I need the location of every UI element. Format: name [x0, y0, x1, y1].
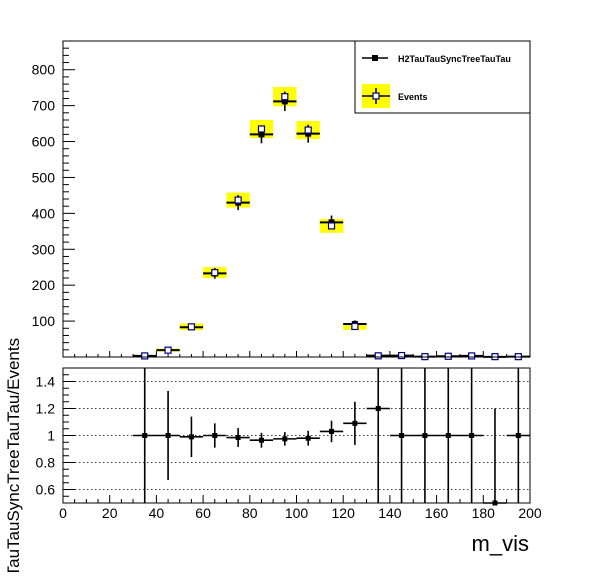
events-data-point	[374, 352, 382, 360]
ratio-y-tick-label: 0.6	[36, 482, 56, 498]
events-data-point	[141, 352, 149, 360]
legend-series-2-marker	[372, 92, 380, 100]
ratio-x-tick-label: 20	[102, 505, 118, 521]
ratio-data-point	[445, 433, 451, 438]
ratio-x-tick-label: 180	[472, 505, 496, 521]
ratio-data-point	[375, 406, 381, 411]
ratio-data-point	[352, 420, 358, 426]
ratio-x-tick-label: 160	[425, 505, 449, 521]
main-y-tick-label: 100	[32, 313, 56, 329]
ratio-data-point	[329, 428, 335, 434]
main-y-tick-label: 300	[32, 241, 56, 257]
legend: H2TauTauSyncTreeTauTau Events	[354, 40, 531, 114]
ratio-y-axis-title: H2TauTauSyncTreeTauTau/Events	[4, 338, 23, 572]
events-data-point	[211, 269, 219, 277]
ratio-x-tick-label: 40	[149, 505, 165, 521]
mc-data-point	[281, 98, 288, 105]
ratio-data-point	[142, 433, 148, 438]
ratio-x-tick-label: 0	[59, 505, 67, 521]
events-data-point	[351, 322, 359, 331]
ratio-x-tick-label: 100	[285, 505, 309, 521]
legend-series-2-label: Events	[398, 92, 428, 102]
events-data-point	[304, 126, 312, 134]
main-y-tick-label: 600	[32, 134, 56, 150]
ratio-data-point	[305, 435, 311, 441]
ratio-data-point	[212, 433, 218, 438]
ratio-data-markers	[133, 368, 530, 506]
ratio-y-tick-label: 1.2	[36, 401, 56, 417]
events-data-point	[444, 352, 452, 360]
legend-series-1-marker	[372, 55, 378, 61]
ratio-plot-frame	[62, 367, 531, 504]
main-axis-ticks: 100 200 300 400 500 600 700 800	[32, 47, 531, 357]
ratio-x-tick-label: 120	[332, 505, 356, 521]
main-y-tick-label: 400	[32, 205, 56, 221]
events-data-point	[164, 346, 172, 354]
ratio-y-tick-label: 1.4	[36, 374, 56, 390]
ratio-y-tick-label: 1	[47, 428, 55, 444]
ratio-data-point	[469, 433, 475, 438]
events-data-point	[257, 125, 266, 133]
ratio-x-tick-label: 80	[242, 505, 258, 521]
ratio-data-point	[235, 435, 241, 441]
main-y-tick-label: 200	[32, 277, 56, 293]
ratio-data-point	[188, 434, 194, 440]
events-data-point	[281, 93, 289, 101]
events-data-point	[187, 323, 196, 331]
ratio-x-tick-label: 60	[195, 505, 211, 521]
legend-series-1-label: H2TauTauSyncTreeTauTau	[398, 54, 511, 64]
events-data-point	[234, 196, 242, 204]
ratio-data-point	[422, 433, 428, 438]
ratio-data-point	[399, 433, 405, 438]
main-y-tick-label: 800	[32, 62, 56, 78]
events-data-point	[397, 351, 406, 360]
ratio-data-point	[165, 433, 171, 438]
ratio-y-tick-label: 0.8	[36, 455, 56, 471]
main-y-tick-label: 700	[32, 98, 56, 114]
mc-data-point	[258, 131, 265, 138]
ratio-data-point	[282, 436, 288, 442]
ratio-x-tick-label: 200	[518, 505, 542, 521]
ratio-data-point	[258, 437, 264, 443]
main-plot-frame	[62, 40, 531, 358]
ratio-x-tick-label: 140	[378, 505, 402, 521]
ratio-data-point	[515, 433, 521, 438]
main-y-tick-label: 500	[32, 169, 56, 185]
legend-box	[354, 40, 531, 114]
events-data-point	[327, 222, 336, 230]
events-data-point	[468, 352, 476, 360]
x-axis-title: m_vis	[472, 531, 529, 556]
